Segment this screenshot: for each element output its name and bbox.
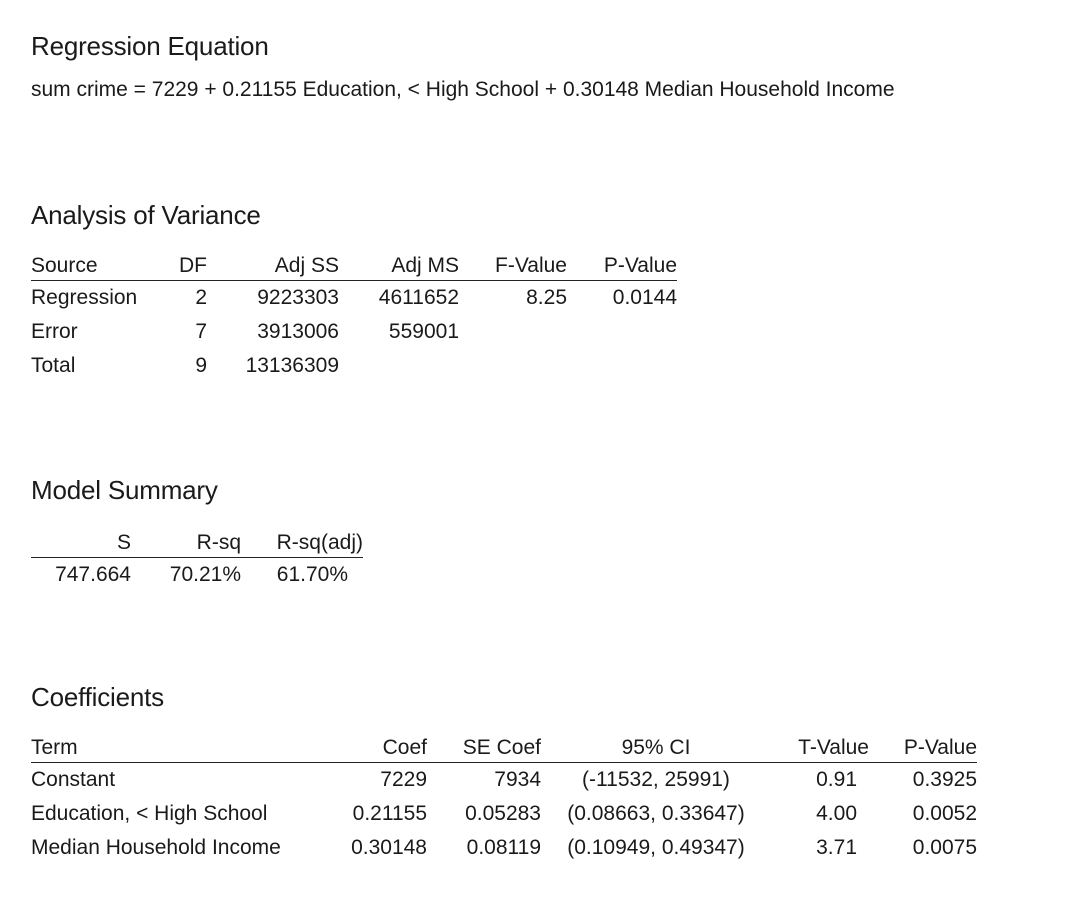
- table-row: Error 7 3913006 559001: [31, 315, 677, 349]
- coef-cell: Education, < High School: [31, 802, 268, 825]
- anova-header-p-value: P-Value: [567, 248, 677, 281]
- coef-cell: 0.3925: [912, 768, 977, 791]
- table-row: 747.664 70.21% 61.70%: [31, 558, 363, 593]
- anova-header-source: Source: [31, 248, 163, 281]
- anova-header-row: Source DF Adj SS Adj MS F-Value P-Value: [31, 248, 677, 281]
- coef-cell: Constant: [31, 768, 116, 791]
- coef-cell: (0.10949, 0.49347): [567, 836, 745, 859]
- coef-cell: 3.71: [816, 836, 857, 859]
- coef-cell: 4.00: [816, 802, 857, 825]
- coef-cell: 0.91: [816, 768, 857, 791]
- model-summary-title: Model Summary: [31, 475, 218, 505]
- coef-cell: 0.30148: [351, 836, 427, 859]
- anova-cell: Regression: [31, 286, 138, 309]
- model-header-s: S: [31, 525, 131, 558]
- coef-cell: 7934: [494, 768, 541, 791]
- model-cell: 747.664: [55, 563, 131, 586]
- anova-cell: 4611652: [378, 286, 459, 309]
- coef-cell: 0.05283: [465, 802, 541, 825]
- anova-cell: 3913006: [257, 320, 339, 343]
- anova-header-df: DF: [163, 248, 207, 281]
- anova-header-adj-ms: Adj MS: [339, 248, 459, 281]
- anova-cell: [567, 349, 677, 383]
- anova-cell: 8.25: [526, 286, 567, 309]
- anova-header-adj-ss: Adj SS: [207, 248, 339, 281]
- anova-cell: [567, 315, 677, 349]
- coef-cell: 7229: [380, 768, 427, 791]
- coef-cell: (-11532, 25991): [582, 768, 730, 791]
- anova-cell: [459, 315, 567, 349]
- model-summary-header-row: S R-sq R-sq(adj): [31, 525, 363, 558]
- anova-table: Source DF Adj SS Adj MS F-Value P-Value …: [31, 248, 677, 383]
- anova-cell: [339, 349, 459, 383]
- table-row: Total 9 13136309: [31, 349, 677, 383]
- coef-cell: 0.21155: [352, 802, 427, 825]
- regression-equation-title: Regression Equation: [31, 31, 269, 61]
- coef-header-coef: Coef: [331, 730, 427, 763]
- anova-title: Analysis of Variance: [31, 200, 261, 230]
- anova-cell: 9: [195, 354, 207, 377]
- model-header-r-sq: R-sq: [131, 525, 241, 558]
- coef-cell: 0.08119: [466, 836, 541, 859]
- model-cell: 70.21%: [169, 563, 241, 586]
- table-row: Constant 7229 7934 (-11532, 25991) 0.91 …: [31, 763, 977, 798]
- coef-header-se-coef: SE Coef: [427, 730, 541, 763]
- anova-cell: [459, 349, 567, 383]
- anova-cell: 0.0144: [612, 286, 677, 309]
- anova-cell: 13136309: [245, 354, 339, 377]
- table-row: Median Household Income 0.30148 0.08119 …: [31, 831, 977, 865]
- anova-cell: 559001: [388, 320, 459, 343]
- regression-equation: sum crime = 7229 + 0.21155 Education, < …: [31, 78, 895, 101]
- table-row: Education, < High School 0.21155 0.05283…: [31, 797, 977, 831]
- model-cell: 61.70%: [276, 563, 348, 586]
- table-row: Regression 2 9223303 4611652 8.25 0.0144: [31, 281, 677, 316]
- coef-header-ci: 95% CI: [541, 730, 771, 763]
- coef-cell: 0.0075: [912, 836, 977, 859]
- coefficients-title: Coefficients: [31, 682, 164, 712]
- anova-cell: Error: [31, 320, 78, 343]
- anova-header-f-value: F-Value: [459, 248, 567, 281]
- coef-cell: (0.08663, 0.33647): [567, 802, 745, 825]
- model-header-r-sq-adj: R-sq(adj): [241, 525, 363, 558]
- model-summary-table: S R-sq R-sq(adj) 747.664 70.21% 61.70%: [31, 525, 363, 592]
- anova-cell: 9223303: [257, 286, 339, 309]
- coef-header-p-value: P-Value: [869, 730, 977, 763]
- coef-header-term: Term: [31, 730, 331, 763]
- coef-cell: 0.0052: [912, 802, 977, 825]
- coefficients-table: Term Coef SE Coef 95% CI T-Value P-Value…: [31, 730, 977, 865]
- coef-cell: Median Household Income: [31, 836, 281, 859]
- anova-cell: 2: [195, 286, 207, 309]
- coefficients-header-row: Term Coef SE Coef 95% CI T-Value P-Value: [31, 730, 977, 763]
- anova-cell: 7: [195, 320, 207, 343]
- anova-cell: Total: [31, 354, 76, 377]
- coef-header-t-value: T-Value: [771, 730, 869, 763]
